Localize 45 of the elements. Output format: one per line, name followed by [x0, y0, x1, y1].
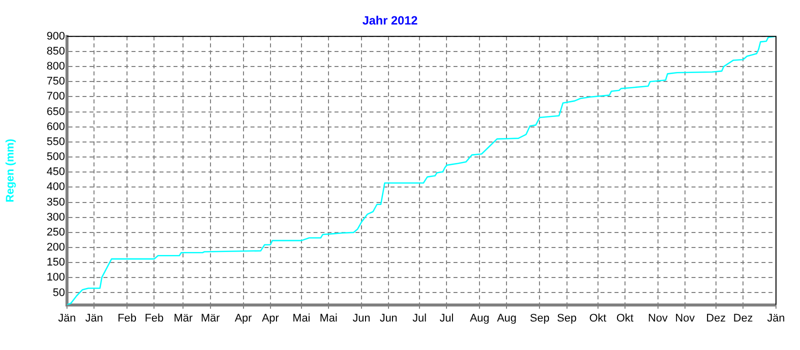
x-tick-label: Feb: [118, 312, 137, 324]
x-tick-label: Jän: [767, 312, 785, 324]
x-tick-label: Jul: [440, 312, 454, 324]
x-tick-label: Mai: [320, 312, 338, 324]
x-tick-label: Sep: [530, 312, 550, 324]
y-tick-label: 600: [46, 120, 65, 133]
x-tick-label: Apr: [234, 312, 252, 324]
y-axis-title: Regen (mm): [4, 138, 17, 202]
x-tick-label: Nov: [648, 312, 668, 324]
x-tick-label: Nov: [675, 312, 696, 324]
y-tick-label: 850: [46, 46, 65, 58]
y-tick-label: 250: [46, 226, 65, 238]
x-tick-label: Okt: [616, 312, 634, 324]
y-tick-label: 200: [46, 242, 65, 254]
y-tick-label: 900: [46, 30, 65, 42]
x-tick-label: Dez: [706, 312, 726, 324]
y-tick-label: 350: [46, 196, 65, 208]
x-tick-label: Mär: [174, 312, 194, 324]
y-tick-label: 100: [46, 272, 65, 284]
y-tick-label: 750: [46, 76, 65, 88]
y-tick-label: 700: [46, 90, 65, 103]
y-tick-label: 50: [52, 286, 65, 299]
x-tick-label: Jän: [85, 312, 103, 324]
y-tick-label: 800: [46, 60, 65, 73]
y-tick-label: 650: [46, 106, 65, 118]
x-tick-label: Aug: [470, 312, 490, 324]
x-tick-label: Mai: [292, 312, 310, 324]
x-tick-label: Apr: [262, 312, 280, 324]
x-tick-label: Mär: [200, 312, 220, 324]
y-tick-label: 400: [46, 181, 65, 194]
y-tick-label: 150: [46, 256, 65, 269]
x-tick-label: Aug: [496, 312, 517, 324]
x-tick-label: Sep: [557, 312, 577, 324]
x-tick-label: Feb: [144, 312, 164, 324]
y-tick-label: 500: [46, 151, 65, 164]
x-tick-label: Jul: [412, 312, 427, 324]
y-tick-label: 550: [46, 136, 65, 148]
x-tick-label: Jun: [352, 312, 370, 324]
y-tick-label: 300: [46, 211, 65, 224]
chart-title: Jahr 2012: [362, 14, 418, 28]
x-tick-label: Jän: [58, 312, 76, 324]
x-tick-label: Dez: [733, 312, 753, 324]
y-tick-label: 450: [46, 166, 65, 178]
x-tick-label: Jun: [380, 312, 398, 324]
x-tick-label: Okt: [589, 312, 606, 324]
